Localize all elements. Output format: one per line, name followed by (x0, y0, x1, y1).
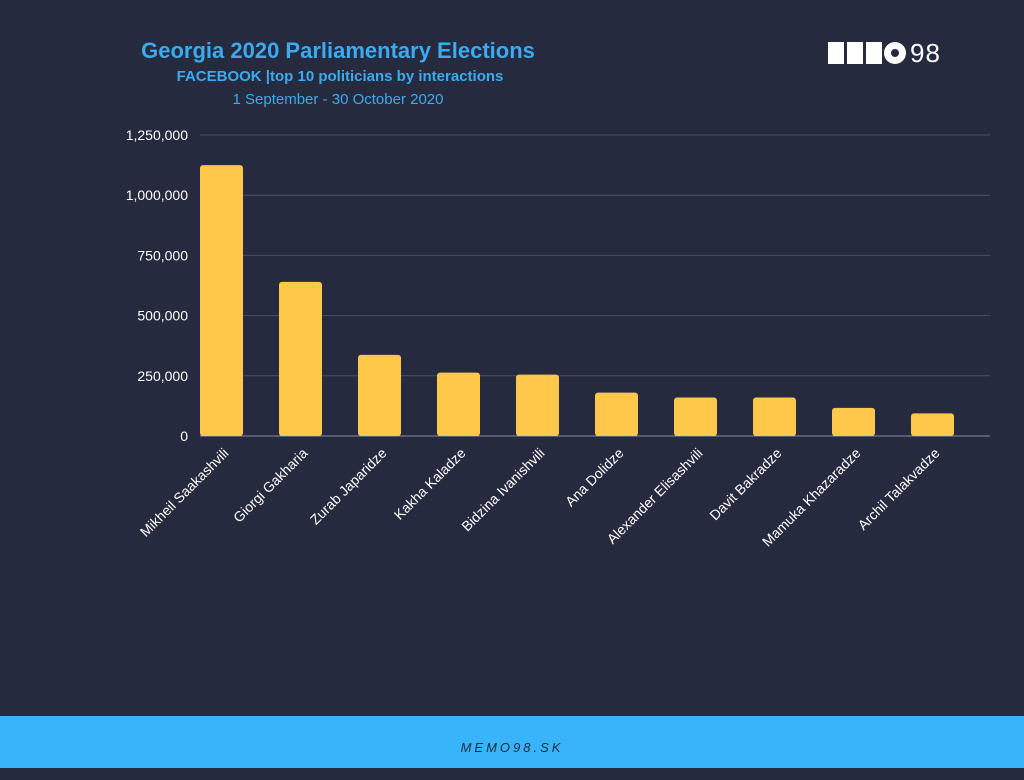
x-category-label: Giorgi Gakharia (230, 445, 311, 526)
y-tick-label: 1,250,000 (126, 127, 188, 143)
bar (595, 392, 638, 436)
x-category-label: Archil Talakvadze (854, 445, 942, 533)
y-tick-label: 250,000 (137, 368, 188, 384)
y-tick-label: 1,000,000 (126, 187, 188, 203)
y-tick-label: 0 (180, 428, 188, 444)
y-tick-label: 500,000 (137, 308, 188, 324)
logo-blocks-icon (828, 42, 882, 64)
footer-link[interactable]: MEMO98.SK (460, 740, 564, 755)
x-category-label: Ana Dolidze (562, 445, 627, 510)
bar (358, 354, 401, 436)
bar (516, 374, 559, 436)
chart-subtitle: FACEBOOK |top 10 politicians by interact… (176, 68, 504, 85)
memo98-logo: 98 (828, 38, 941, 68)
bar (200, 165, 243, 436)
x-category-label: Mikheil Saakashvili (137, 445, 232, 540)
bar (437, 372, 480, 436)
bar (279, 281, 322, 436)
x-category-label: Zurab Japaridze (307, 445, 390, 528)
footer-bar: MEMO98.SK (0, 716, 1024, 768)
bar (674, 397, 717, 436)
chart-period: 1 September - 30 October 2020 (232, 91, 444, 108)
bar (832, 407, 875, 436)
bar (753, 397, 796, 436)
x-category-label: Kakha Kaladze (391, 445, 469, 523)
x-category-label: Bidzina Ivanishvili (458, 445, 547, 534)
y-tick-label: 750,000 (137, 247, 188, 263)
x-category-label: Davit Bakradze (706, 445, 785, 524)
bar-chart: 0 250,000 500,000 750,000 1,000,000 1,250,000… (126, 127, 990, 550)
logo-ring-icon (884, 42, 906, 64)
logo-number: 98 (910, 37, 941, 68)
bar (911, 413, 954, 436)
chart-title: Georgia 2020 Parliamentary Elections (141, 38, 535, 63)
